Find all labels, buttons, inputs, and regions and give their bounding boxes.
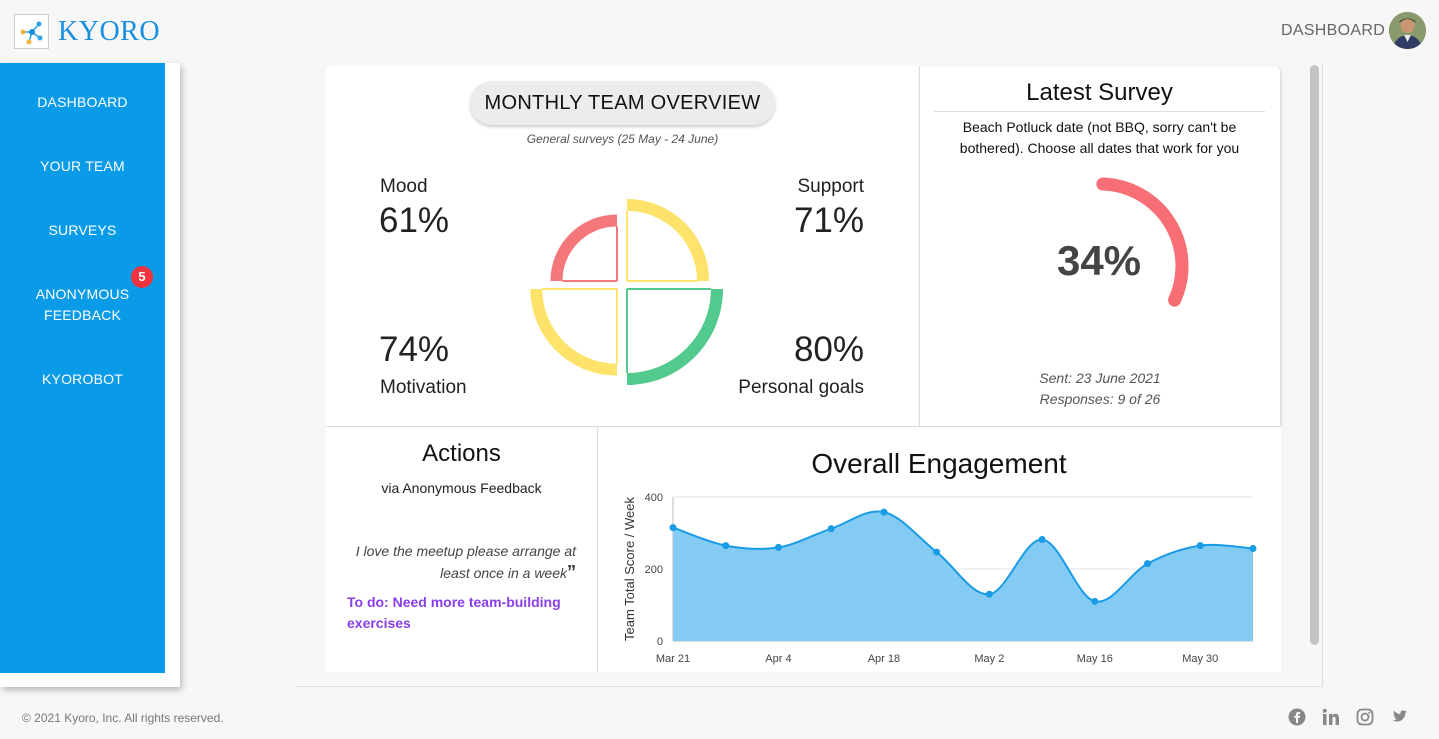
feedback-count-badge: 5 (131, 266, 153, 288)
support-arc (627, 198, 710, 281)
header-dashboard-link[interactable]: DASHBOARD (1281, 22, 1386, 39)
motivation-value: 74% (379, 330, 450, 369)
data-point-May 30 (1196, 542, 1204, 550)
overview-subtitle: General surveys (25 May - 24 June) (526, 132, 719, 146)
mood-label: Mood (380, 176, 428, 197)
sidebar (0, 63, 165, 673)
data-point-Mar 28 (722, 542, 730, 550)
y-tick-label: 400 (645, 492, 663, 504)
latest-survey-title: Latest Survey (934, 79, 1265, 112)
overview-title: MONTHLY TEAM OVERVIEW (470, 81, 775, 125)
motivation-outline (542, 288, 618, 364)
footer-copyright: © 2021 Kyoro, Inc. All rights reserved. (22, 711, 224, 725)
survey-response-gauge (1096, 177, 1189, 307)
data-point-May 2 (985, 590, 993, 598)
y-axis-label: Team Total Score / Week (622, 496, 637, 641)
actions-title: Actions (422, 440, 501, 467)
x-tick-label: May 2 (974, 653, 1004, 665)
data-point-Apr 4 (774, 543, 782, 551)
sidebar-item-anonymous-feedback[interactable]: ANONYMOUS FEEDBACK (0, 284, 165, 326)
personal-goals-label: Personal goals (738, 377, 864, 398)
sidebar-item-surveys[interactable]: SURVEYS (48, 222, 117, 238)
team-overview-quadrant-chart (530, 198, 723, 385)
facebook-icon[interactable] (1288, 708, 1306, 726)
data-point-Mar 21 (669, 524, 677, 532)
support-label: Support (797, 176, 864, 197)
todo-action[interactable]: To do: Need more team-building exercises (347, 594, 561, 631)
personal-goals-value: 80% (793, 330, 864, 369)
x-tick-label: May 16 (1077, 653, 1113, 665)
sidebar-item-your-team[interactable]: YOUR TEAM (40, 158, 125, 174)
motivation-arc (530, 289, 617, 376)
quote-mark-icon: ” (567, 562, 576, 582)
motivation-label: Motivation (380, 377, 467, 398)
data-point-Jun 6 (1249, 544, 1257, 552)
x-tick-label: Apr 18 (868, 653, 900, 665)
x-tick-label: Mar 21 (656, 653, 690, 665)
mood-outline (562, 226, 618, 282)
scrollbar-thumb[interactable] (1310, 65, 1319, 645)
logo-mark-icon (14, 14, 49, 49)
personal-goals-arc (627, 289, 723, 385)
x-tick-label: Apr 4 (765, 653, 791, 665)
sidebar-item-kyorobot[interactable]: KYOROBOT (42, 371, 123, 387)
personal-goals-outline (626, 288, 711, 373)
team-overview-panel (326, 66, 919, 426)
mood-value: 61% (379, 201, 450, 240)
feedback-quote: I love the meetup please arrange at leas… (340, 541, 576, 584)
x-tick-label: May 30 (1182, 653, 1218, 665)
latest-survey-panel[interactable] (919, 66, 1280, 426)
engagement-area-chart: 0 200 400 Team Total Score / Week Mar 21 Apr … (622, 492, 1257, 665)
main-content-frame (297, 63, 1323, 687)
brand-name: KYORO (58, 15, 161, 47)
y-tick-label: 0 (657, 636, 663, 648)
actions-subtitle: via Anonymous Feedback (381, 480, 542, 496)
avatar[interactable] (1389, 12, 1426, 49)
sidebar-item-dashboard[interactable]: DASHBOARD (37, 94, 128, 110)
data-point-May 23 (1144, 560, 1152, 568)
y-tick-label: 200 (645, 564, 663, 576)
feedback-quote-text: I love the meetup please arrange at leas… (355, 543, 576, 581)
survey-responses: Responses: 9 of 26 (1039, 391, 1161, 407)
sidebar-item-label-line1: ANONYMOUS (35, 286, 130, 302)
data-point-Apr 18 (880, 508, 888, 516)
sidebar-item-label-line2: FEEDBACK (43, 307, 122, 323)
engagement-area-fill (673, 511, 1253, 641)
data-point-Apr 11 (827, 525, 835, 533)
actions-panel (326, 426, 597, 672)
data-point-Apr 25 (933, 548, 941, 556)
engagement-title: Overall Engagement (811, 448, 1067, 479)
gauge-arc (1096, 177, 1189, 307)
survey-question: Beach Potluck date (not BBQ, sorry can't… (959, 119, 1240, 156)
instagram-icon[interactable] (1356, 708, 1374, 726)
logo[interactable]: KYORO (14, 14, 160, 49)
twitter-icon[interactable] (1390, 708, 1408, 726)
support-outline (626, 210, 698, 282)
linkedin-icon[interactable] (1322, 708, 1340, 726)
data-point-May 9 (1038, 535, 1046, 543)
mood-arc (550, 214, 617, 281)
survey-response-percent: 34% (1056, 237, 1142, 284)
survey-sent-date: Sent: 23 June 2021 (1039, 370, 1161, 386)
support-value: 71% (793, 201, 864, 240)
data-point-May 16 (1091, 597, 1099, 605)
